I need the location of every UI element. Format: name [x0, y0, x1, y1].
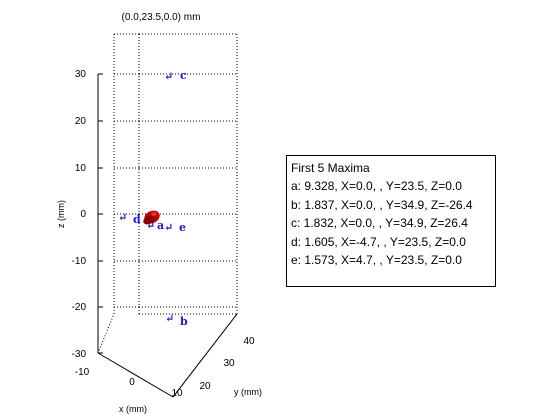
z-tick-label: -20	[72, 302, 87, 313]
legend-item: c: 1.832, X=0.0, , Y=34.9, Z=26.4	[291, 216, 468, 231]
legend-item: b: 1.837, X=0.0, , Y=34.9, Z=-26.4	[291, 197, 473, 212]
marker-c-label: c	[180, 69, 187, 82]
x-tick-label: 10	[171, 388, 183, 399]
y-tick-label: 30	[223, 358, 235, 369]
marker-arrow-icon: ↵	[164, 221, 173, 234]
marker-c[interactable]: ↵ c	[164, 69, 187, 83]
z-tick-label: -30	[72, 349, 87, 360]
marker-d[interactable]: ↵ d	[118, 211, 141, 226]
marker-arrow-icon: ↵	[118, 211, 127, 224]
z-tick-label: 10	[75, 163, 87, 174]
legend-item: a: 9.328, X=0.0, , Y=23.5, Z=0.0	[291, 179, 462, 194]
marker-arrow-icon: ↵	[146, 219, 155, 232]
marker-a[interactable]: ↵ a	[146, 219, 164, 232]
z-tick-label: -10	[72, 256, 87, 267]
z-axis-title: z (mm)	[56, 200, 66, 228]
axis-lines	[97, 73, 238, 398]
z-tick-label: 30	[75, 69, 87, 80]
y-axis-title: y (mm)	[234, 387, 262, 397]
legend-item: e: 1.573, X=4.7, , Y=23.5, Z=0.0	[291, 253, 462, 268]
marker-b-label: b	[180, 315, 188, 328]
maximum-blob	[143, 210, 160, 225]
marker-b[interactable]: ↵ b	[165, 312, 188, 328]
y-tick-label: 20	[199, 381, 211, 392]
marker-arrow-icon: ↵	[164, 70, 173, 83]
marker-e[interactable]: ↵ e	[164, 221, 186, 234]
x-tick-label: 0	[129, 377, 135, 388]
marker-arrow-icon: ↵	[165, 312, 174, 325]
plot-top-label: (0.0,23.5,0.0) mm	[122, 12, 201, 23]
y-tick-label: 40	[243, 336, 255, 347]
legend-title: First 5 Maxima	[291, 161, 370, 175]
marker-e-label: e	[179, 221, 186, 234]
z-tick-label: 0	[80, 209, 86, 220]
z-tick-label: 20	[75, 116, 87, 127]
x-axis-title: x (mm)	[119, 404, 147, 414]
marker-a-label: a	[157, 219, 164, 232]
x-tick-label: -10	[75, 367, 90, 378]
marker-d-label: d	[133, 213, 141, 226]
maxima-legend-box: First 5 Maxima a: 9.328, X=0.0, , Y=23.5…	[286, 155, 496, 287]
legend-item: d: 1.605, X=-4.7, , Y=23.5, Z=0.0	[291, 234, 466, 249]
